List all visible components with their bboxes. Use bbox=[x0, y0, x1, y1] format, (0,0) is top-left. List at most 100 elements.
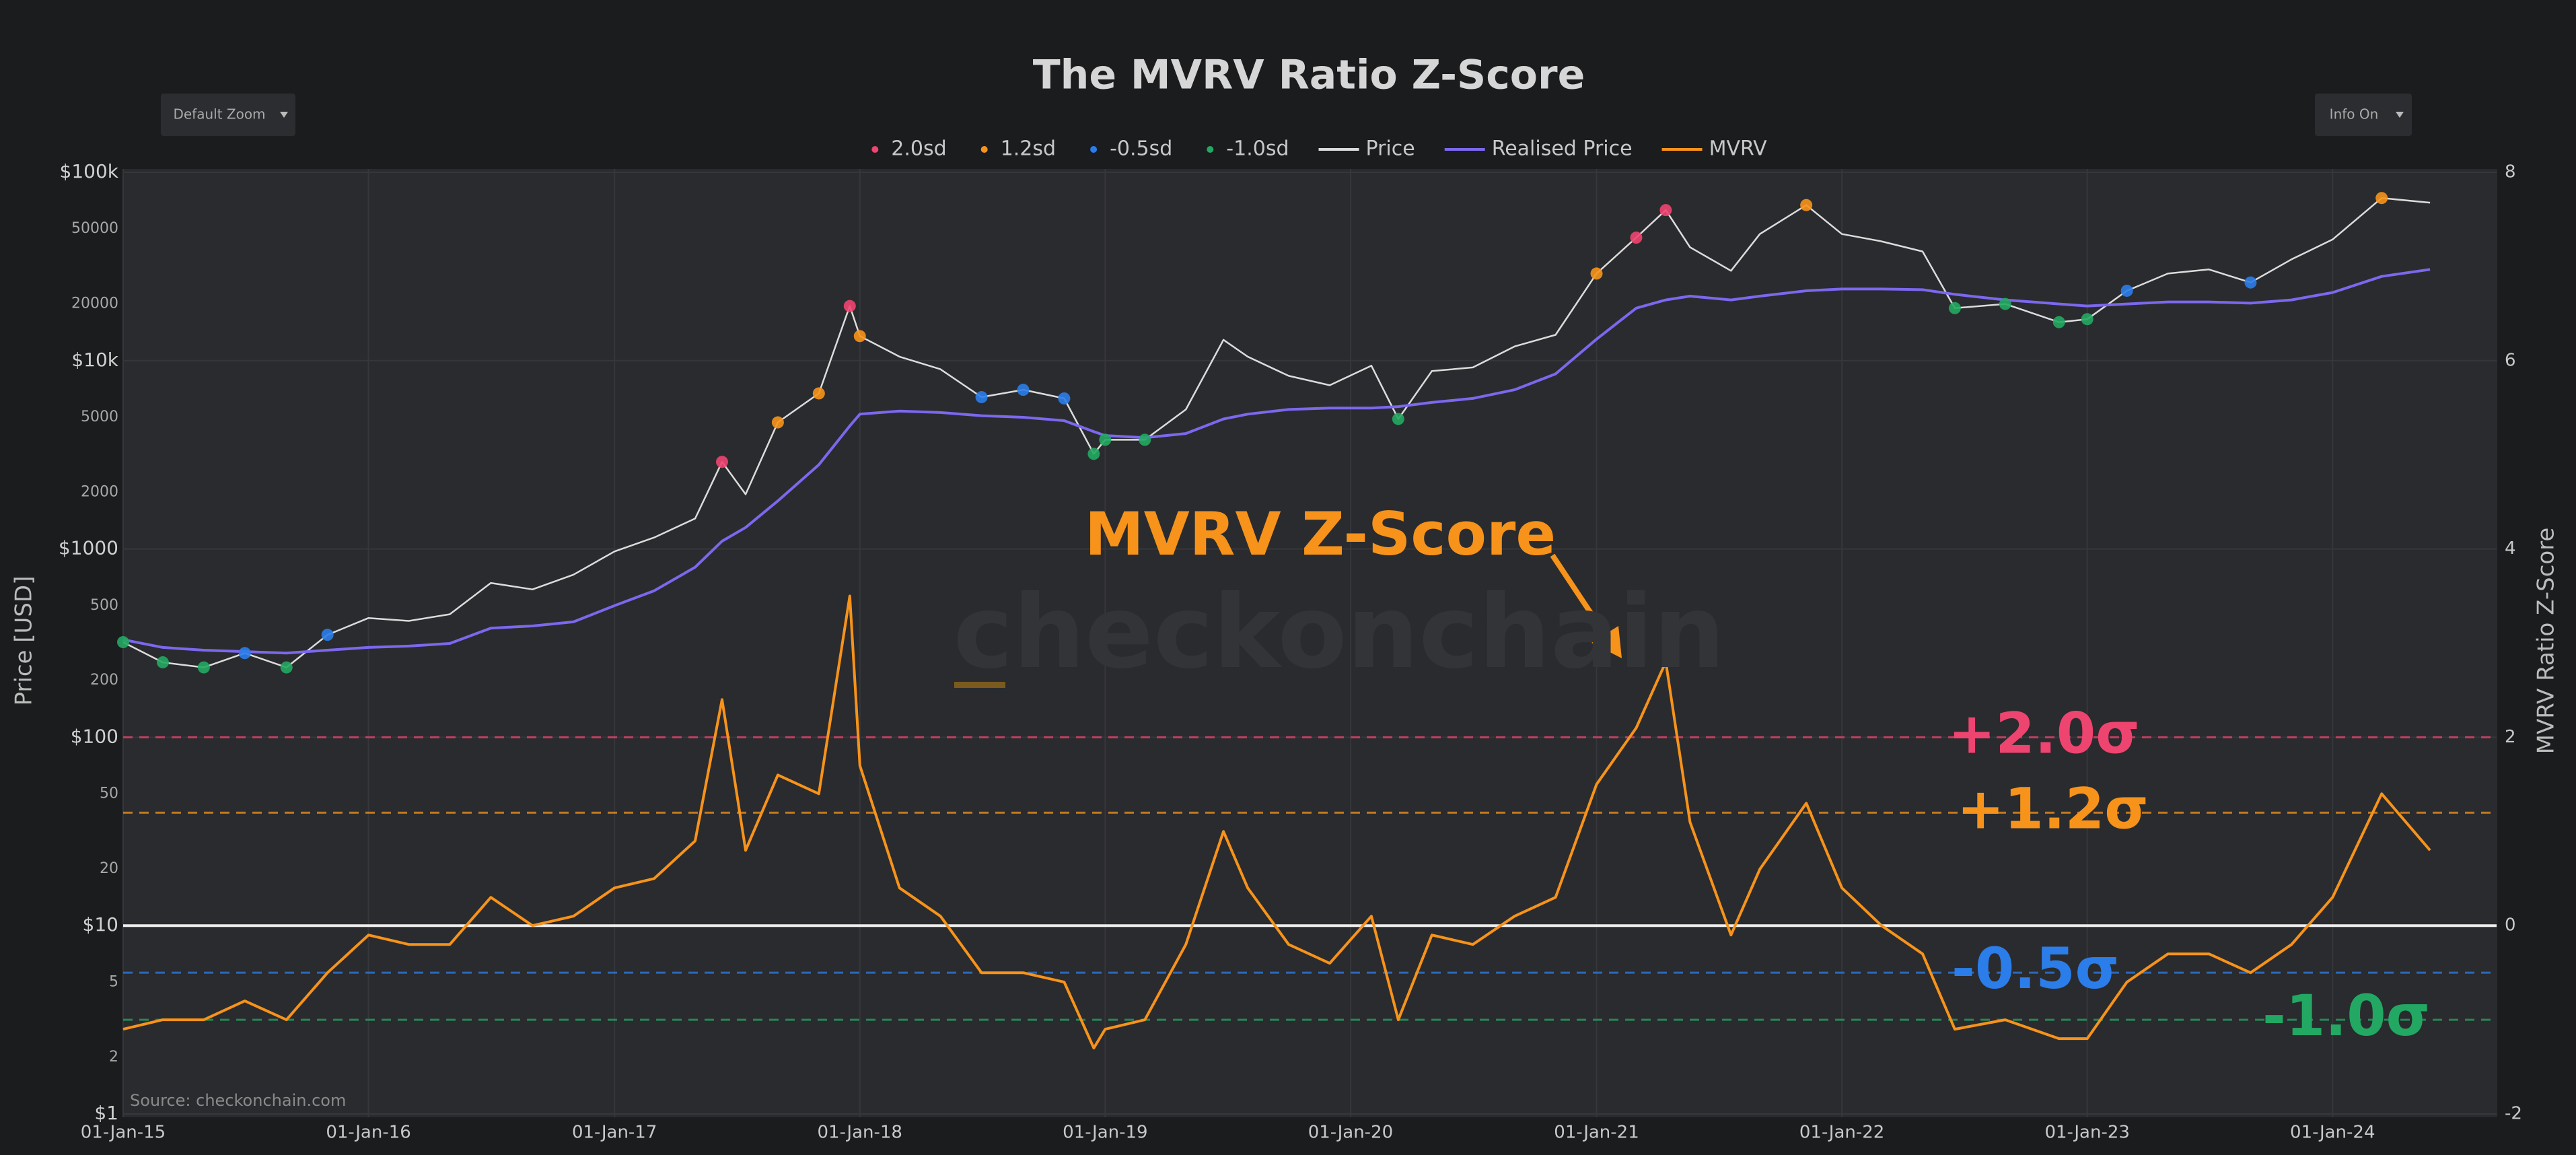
watermark-dash bbox=[954, 682, 1005, 688]
y-tick-label: $10 bbox=[83, 913, 118, 936]
button-label[interactable]: Info On bbox=[2330, 106, 2379, 123]
y-tick-label: 20000 bbox=[71, 295, 118, 312]
zone-marker bbox=[1948, 302, 1961, 314]
zone-marker bbox=[2052, 316, 2065, 328]
zone-marker bbox=[1590, 267, 1603, 280]
legend-label: Realised Price bbox=[1492, 137, 1633, 161]
legend-layer: 2.0sd 1.2sd -0.5sd -1.0sd Price Realised Pric… bbox=[871, 137, 1767, 161]
plot-area bbox=[123, 169, 2497, 1117]
zone-marker bbox=[238, 647, 251, 660]
x-tick-label: 01-Jan-19 bbox=[1063, 1123, 1147, 1143]
zone-marker bbox=[715, 456, 728, 468]
markers-layer bbox=[117, 192, 2388, 674]
zone-marker bbox=[853, 330, 866, 343]
legend-label: 1.2sd bbox=[1001, 137, 1056, 161]
legend-dot bbox=[1090, 146, 1098, 153]
y-axis-label: Price [USD] bbox=[11, 576, 38, 706]
y2-axis-label: MVRV Ratio Z-Score bbox=[2533, 528, 2560, 755]
y-tick-label: 50000 bbox=[71, 220, 118, 237]
zone-marker bbox=[117, 636, 129, 649]
legend-label: MVRV bbox=[1709, 137, 1768, 161]
source-note: Source: checkonchain.com bbox=[130, 1091, 346, 1110]
zone-marker bbox=[1099, 433, 1112, 446]
zone-marker bbox=[321, 629, 334, 641]
band-label: +2.0σ bbox=[1948, 700, 2140, 766]
band-label: +1.2σ bbox=[1957, 775, 2149, 841]
band-label: -1.0σ bbox=[2262, 983, 2430, 1049]
y-tick-label: 2 bbox=[109, 1049, 118, 1065]
series-line bbox=[122, 594, 2431, 1050]
annotation-arrow bbox=[1550, 553, 1611, 641]
y-tick-label: 5000 bbox=[81, 409, 118, 425]
x-tick-label: 01-Jan-18 bbox=[818, 1123, 902, 1143]
y2-tick-label: 2 bbox=[2505, 727, 2516, 747]
y-tick-label: $1000 bbox=[59, 537, 118, 559]
annotation: MVRV Z-Score bbox=[1085, 499, 1556, 569]
zone-marker bbox=[1058, 392, 1071, 405]
y-tick-label: 50 bbox=[100, 785, 118, 802]
zone-marker bbox=[2081, 313, 2094, 326]
legend-label: Price bbox=[1366, 137, 1415, 161]
button-bg[interactable] bbox=[2315, 94, 2412, 136]
dropdown-arrow[interactable] bbox=[280, 112, 288, 118]
series-line bbox=[122, 268, 2431, 655]
band-label: -0.5σ bbox=[1952, 936, 2119, 1002]
series-line bbox=[122, 197, 2431, 668]
legend-label: -1.0sd bbox=[1226, 137, 1289, 161]
zone-marker bbox=[156, 656, 169, 669]
y2-tick-label: 8 bbox=[2505, 162, 2516, 182]
zone-marker bbox=[1087, 448, 1100, 460]
x-tick-label: 01-Jan-22 bbox=[1799, 1123, 1884, 1143]
y-tick-label: 200 bbox=[90, 672, 118, 689]
y-tick-label: 5 bbox=[109, 973, 118, 990]
info-button[interactable]: Info On bbox=[2315, 94, 2412, 136]
legend-label: -0.5sd bbox=[1110, 137, 1172, 161]
y2-tick-label: 6 bbox=[2505, 350, 2516, 370]
zone-marker bbox=[843, 300, 856, 312]
zone-marker bbox=[197, 661, 210, 674]
zone-marker bbox=[771, 416, 784, 429]
y-tick-label: $100 bbox=[71, 725, 118, 747]
x-tick-label: 01-Jan-16 bbox=[326, 1123, 410, 1143]
y2-tick-label: -2 bbox=[2505, 1104, 2522, 1124]
zone-marker bbox=[1392, 413, 1404, 425]
labels-layer: 01-Jan-15 01-Jan-16 01-Jan-17 01-Jan-18 01-J… bbox=[59, 160, 2522, 1143]
chart-title: The MVRV Ratio Z-Score bbox=[1033, 52, 1585, 99]
y-tick-label: 500 bbox=[90, 597, 118, 614]
arrow-head bbox=[1591, 626, 1622, 658]
legend-dot bbox=[871, 146, 879, 153]
button-label[interactable]: Default Zoom bbox=[173, 106, 265, 123]
lines-layer bbox=[122, 197, 2431, 1050]
x-tick-label: 01-Jan-21 bbox=[1554, 1123, 1639, 1143]
zone-marker bbox=[1800, 199, 1813, 211]
legend-dot bbox=[980, 146, 988, 153]
x-tick-label: 01-Jan-15 bbox=[81, 1123, 166, 1143]
zone-marker bbox=[975, 391, 988, 404]
dropdown-arrow[interactable] bbox=[2396, 112, 2404, 118]
zone-marker bbox=[1017, 384, 1030, 396]
zone-marker bbox=[1630, 232, 1643, 244]
zone-marker bbox=[1659, 204, 1672, 217]
legend-label: 2.0sd bbox=[891, 137, 946, 161]
button-bg[interactable] bbox=[161, 94, 295, 136]
y-tick-label: $100k bbox=[60, 160, 119, 182]
y2-tick-label: 4 bbox=[2505, 538, 2516, 559]
watermark: checkonchain bbox=[953, 574, 1725, 691]
x-tick-label: 01-Jan-20 bbox=[1308, 1123, 1393, 1143]
x-tick-label: 01-Jan-17 bbox=[572, 1123, 657, 1143]
zone-marker bbox=[2120, 284, 2133, 297]
y-tick-label: $1 bbox=[94, 1102, 118, 1124]
legend-dot bbox=[1207, 146, 1214, 153]
zoom-button[interactable]: Default Zoom bbox=[161, 94, 295, 136]
zone-marker bbox=[2244, 276, 2257, 289]
y-tick-label: $10k bbox=[71, 349, 118, 371]
y-tick-label: 2000 bbox=[81, 483, 118, 500]
y-tick-label: 20 bbox=[100, 860, 118, 877]
y2-tick-label: 0 bbox=[2505, 915, 2516, 936]
zone-marker bbox=[1139, 433, 1151, 446]
zone-marker bbox=[1999, 298, 2011, 310]
zone-marker bbox=[2375, 192, 2388, 205]
zone-marker bbox=[280, 661, 293, 674]
zone-marker bbox=[812, 387, 825, 400]
